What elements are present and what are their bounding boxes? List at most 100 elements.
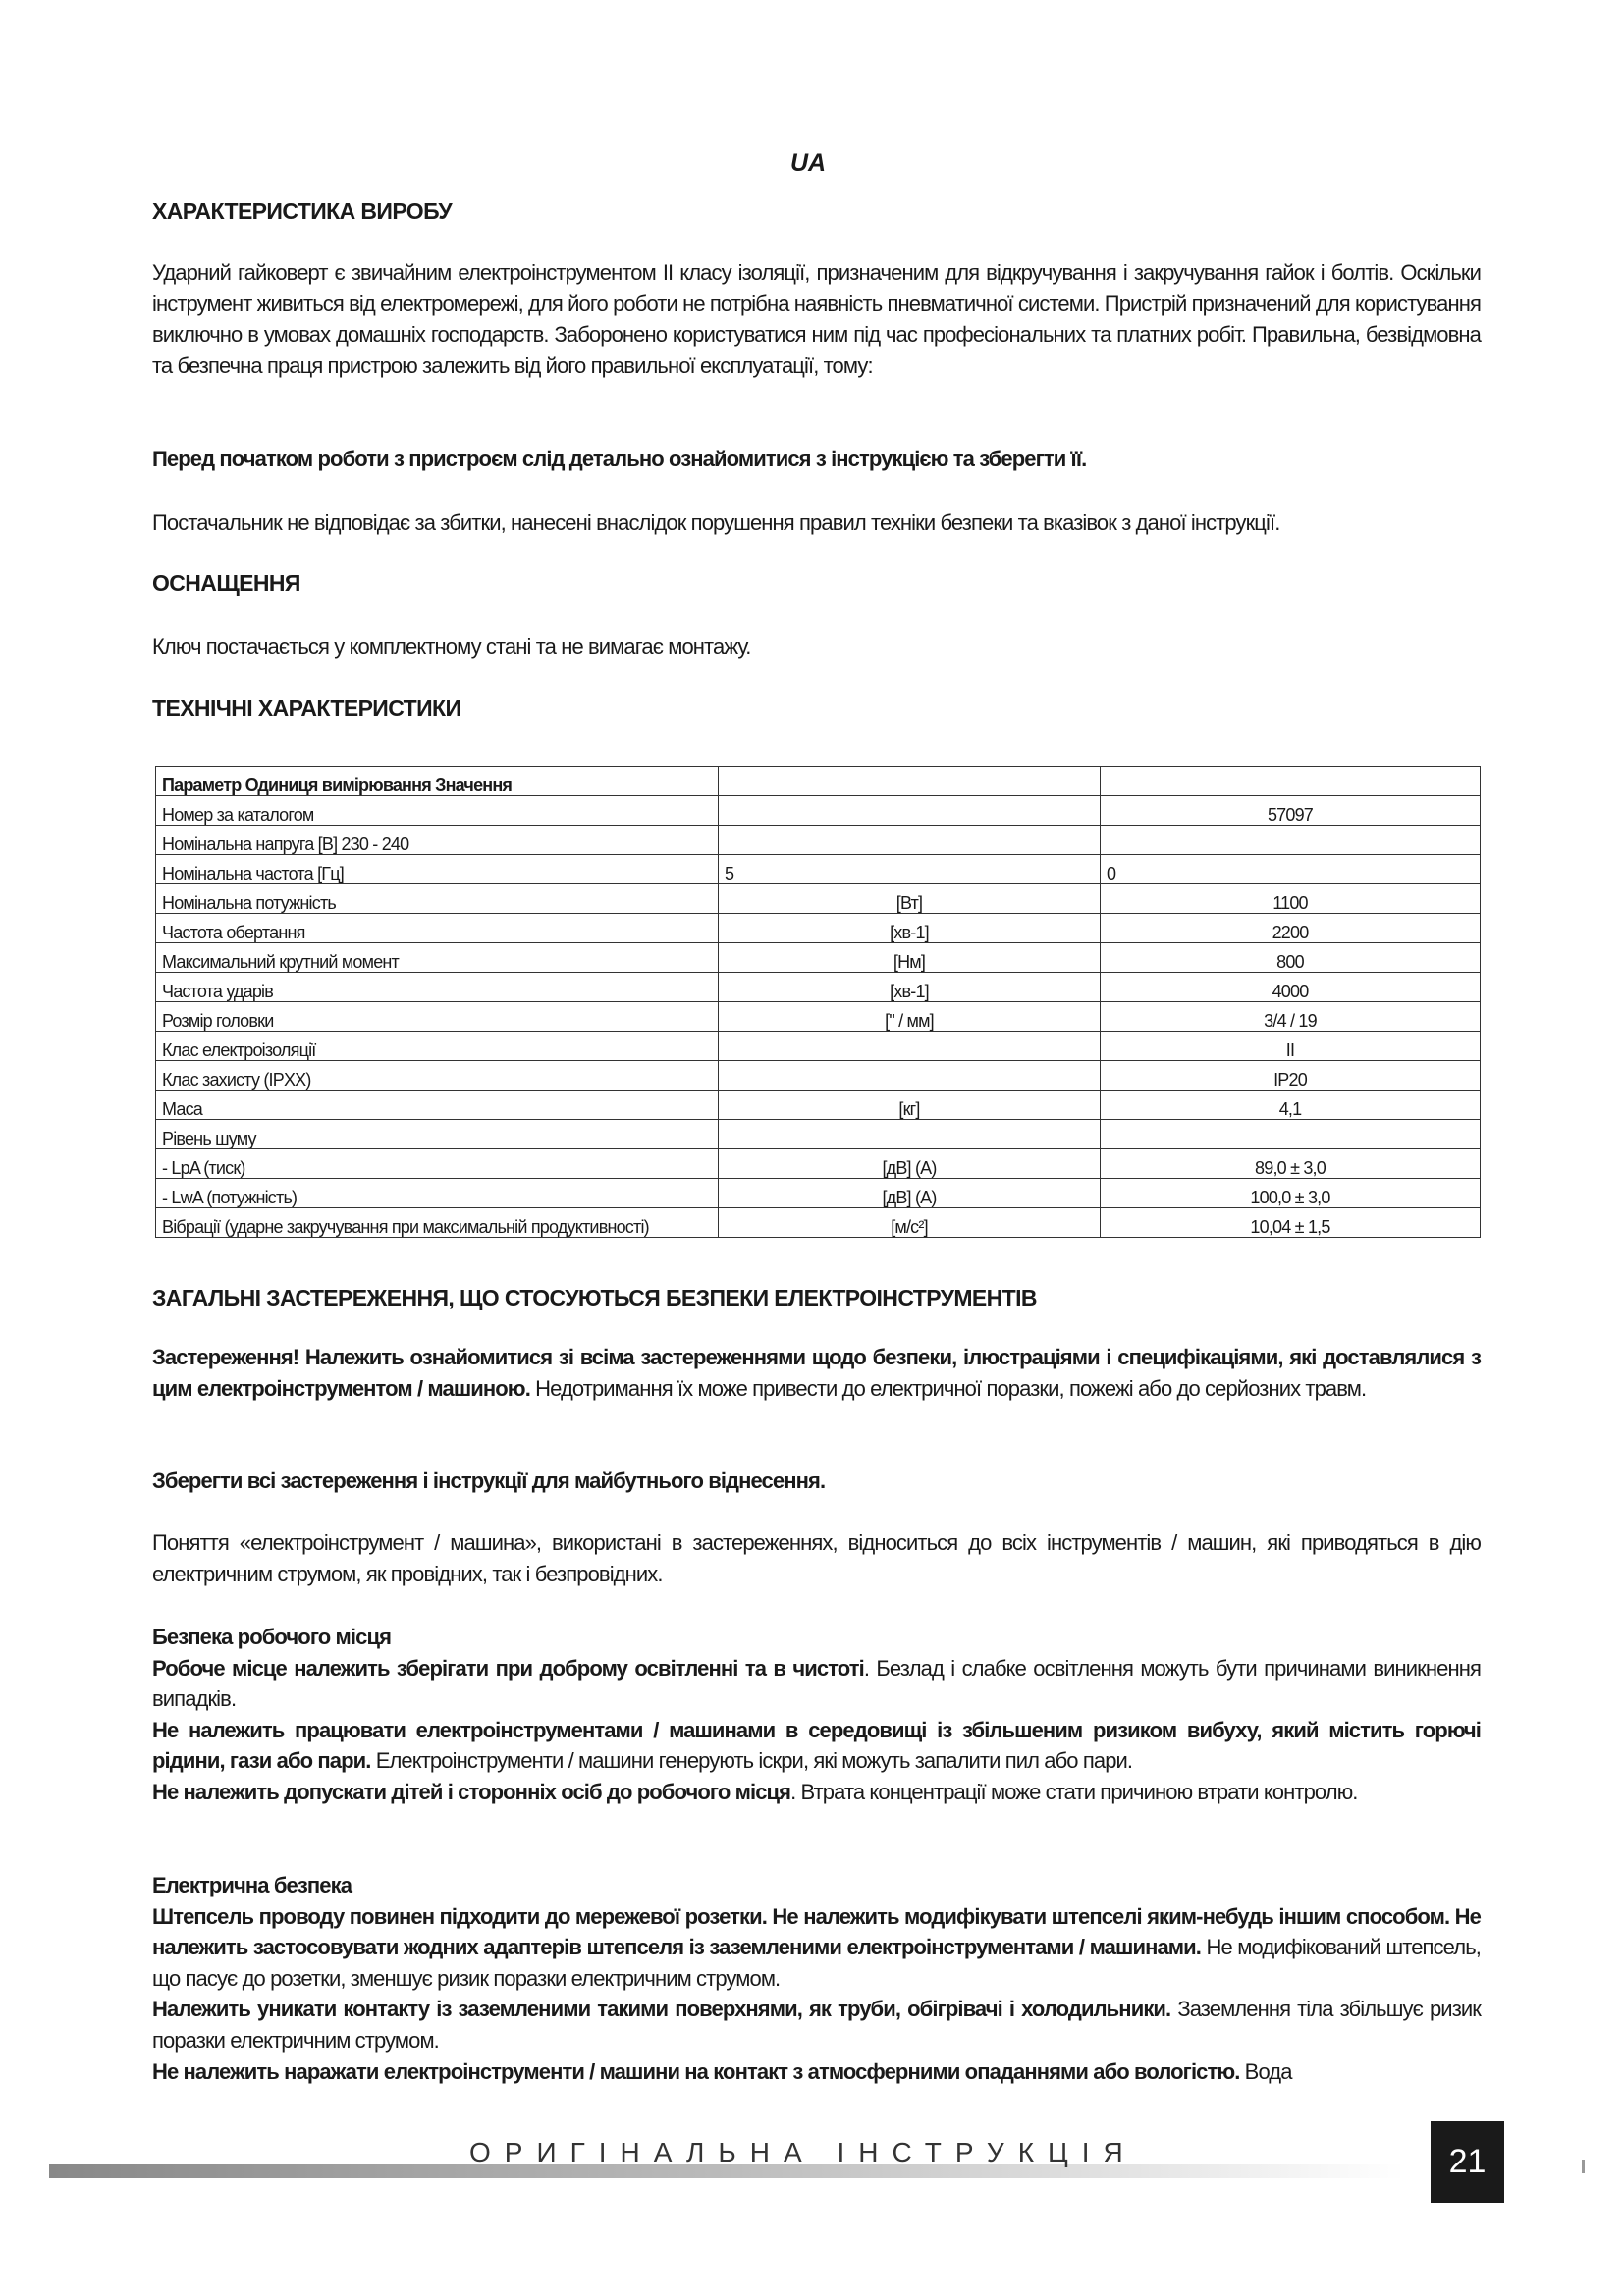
item-bold: Не належить наражати електроінструменти … bbox=[152, 2058, 1240, 2084]
specs-table: Параметр Одиниця вимірювання Значення Но… bbox=[155, 766, 1481, 1238]
table-cell: Частота обертання bbox=[155, 913, 719, 943]
table-cell: 1100 bbox=[1100, 883, 1481, 914]
table-row: Частота обертання [хв-1] 2200 bbox=[155, 913, 1481, 943]
table-row: Номінальна частота [Гц] 5 0 bbox=[155, 854, 1481, 884]
table-cell: Номінальна частота [Гц] bbox=[155, 854, 719, 884]
section-title-equipment: ОСНАЩЕННЯ bbox=[152, 570, 300, 596]
workplace-safety: Безпека робочого місця Робоче місце нале… bbox=[152, 1622, 1482, 1808]
item-bold: Робоче місце належить зберігати при добр… bbox=[152, 1655, 865, 1681]
table-row: Розмір головки [" / мм] 3/4 / 19 bbox=[155, 1001, 1481, 1032]
electrical-safety: Електрична безпека Штепсель проводу пови… bbox=[152, 1870, 1482, 2088]
table-cell: 2200 bbox=[1100, 913, 1481, 943]
table-header-row: Параметр Одиниця вимірювання Значення bbox=[155, 766, 1481, 796]
table-cell: [хв-1] bbox=[718, 972, 1101, 1002]
table-cell: Номер за каталогом bbox=[155, 795, 719, 826]
table-cell: 89,0 ± 3,0 bbox=[1100, 1148, 1481, 1179]
electrical-item: Належить уникати контакту із заземленими… bbox=[152, 1994, 1482, 2056]
table-cell: II bbox=[1100, 1031, 1481, 1061]
warning-normal: Недотримання їх може привести до електри… bbox=[529, 1375, 1367, 1401]
electrical-title: Електрична безпека bbox=[152, 1873, 352, 1897]
tool-concept: Поняття «електроінструмент / машина», ви… bbox=[152, 1530, 1482, 1586]
section-title-product: ХАРАКТЕРИСТИКА ВИРОБУ bbox=[152, 198, 453, 224]
item-bold: Не належить допускати дітей і сторонніх … bbox=[152, 1779, 791, 1804]
table-cell: 0 bbox=[1100, 854, 1481, 884]
workplace-title: Безпека робочого місця bbox=[152, 1625, 392, 1649]
item-bold: Штепсель проводу повинен підходити до ме… bbox=[152, 1903, 1482, 1960]
table-cell: 57097 bbox=[1100, 795, 1481, 826]
table-cell: 3/4 / 19 bbox=[1100, 1001, 1481, 1032]
table-cell: Рівень шуму bbox=[155, 1119, 719, 1149]
table-cell: 5 bbox=[718, 854, 1101, 884]
table-row: Максимальний крутний момент [Нм] 800 bbox=[155, 942, 1481, 973]
item-normal: Електроінструменти / машини генерують іс… bbox=[370, 1748, 1133, 1774]
table-row: Вібрації (ударне закручування при максим… bbox=[155, 1207, 1481, 1238]
electrical-item: Не належить наражати електроінструменти … bbox=[152, 2056, 1481, 2088]
table-cell: IP20 bbox=[1100, 1060, 1481, 1091]
table-cell: 4000 bbox=[1100, 972, 1481, 1002]
item-normal: Не модифікований штепсель, що пасує до р… bbox=[152, 1935, 1482, 1991]
table-cell: 4,1 bbox=[1100, 1090, 1481, 1120]
table-cell: [хв-1] bbox=[718, 913, 1101, 943]
table-cell: [дВ] (A) bbox=[718, 1148, 1101, 1179]
table-cell: Максимальний крутний момент bbox=[155, 942, 719, 973]
item-bold: Не належить працювати електроінструмента… bbox=[152, 1717, 1482, 1774]
table-row: - LpA (тиск) [дВ] (A) 89,0 ± 3,0 bbox=[155, 1148, 1481, 1179]
table-cell: Номінальна напруга [В] 230 - 240 bbox=[155, 825, 719, 855]
read-instructions-note: Перед початком роботи з пристроєм слід д… bbox=[152, 447, 1087, 471]
table-cell: 800 bbox=[1100, 942, 1481, 973]
table-cell: Вібрації (ударне закручування при максим… bbox=[155, 1207, 719, 1238]
table-row: Маса [кг] 4,1 bbox=[155, 1090, 1481, 1120]
table-cell bbox=[718, 1031, 1101, 1061]
table-row: Номінальна потужність [Вт] 1100 bbox=[155, 883, 1481, 914]
supplier-disclaimer: Постачальник не відповідає за збитки, на… bbox=[152, 510, 1280, 535]
table-cell bbox=[1100, 1119, 1481, 1149]
table-header-cell: Параметр Одиниця вимірювання Значення bbox=[155, 766, 719, 796]
table-row: Рівень шуму bbox=[155, 1119, 1481, 1149]
section-title-safety: ЗАГАЛЬНІ ЗАСТЕРЕЖЕННЯ, ЩО СТОСУЮТЬСЯ БЕЗ… bbox=[152, 1285, 1038, 1310]
table-cell: [кг] bbox=[718, 1090, 1101, 1120]
table-cell bbox=[718, 1119, 1101, 1149]
table-cell bbox=[718, 1060, 1101, 1091]
table-cell: Частота ударів bbox=[155, 972, 719, 1002]
table-row: - LwA (потужність) [дВ] (A) 100,0 ± 3,0 bbox=[155, 1178, 1481, 1208]
table-cell: [дВ] (A) bbox=[718, 1178, 1101, 1208]
item-normal: . Втрата концентрації може стати причино… bbox=[790, 1779, 1358, 1804]
table-cell bbox=[718, 795, 1101, 826]
table-row: Номер за каталогом 57097 bbox=[155, 795, 1481, 826]
table-cell bbox=[718, 825, 1101, 855]
workplace-item: Не належить допускати дітей і сторонніх … bbox=[152, 1777, 1481, 1808]
table-cell: Клас захисту (IPXX) bbox=[155, 1060, 719, 1091]
table-cell: [Нм] bbox=[718, 942, 1101, 973]
item-normal: . Безлад і слабке освітлення можуть бути… bbox=[152, 1655, 1482, 1712]
table-cell bbox=[1100, 825, 1481, 855]
table-cell: [м/с²] bbox=[718, 1207, 1101, 1238]
table-row: Клас електроізоляції II bbox=[155, 1031, 1481, 1061]
table-cell: [" / мм] bbox=[718, 1001, 1101, 1032]
warning-bold: Застереження! Належить ознайомитися зі в… bbox=[152, 1345, 1482, 1401]
workplace-item: Робоче місце належить зберігати при добр… bbox=[152, 1653, 1482, 1715]
page-number: 21 bbox=[1431, 2121, 1504, 2203]
table-cell: [Вт] bbox=[718, 883, 1101, 914]
table-cell: 100,0 ± 3,0 bbox=[1100, 1178, 1481, 1208]
footer-bar bbox=[49, 2164, 1404, 2178]
edge-mark bbox=[1582, 2160, 1585, 2173]
item-bold: Належить уникати контакту із заземленими… bbox=[152, 1997, 1171, 2022]
table-cell: - LpA (тиск) bbox=[155, 1148, 719, 1179]
table-row: Клас захисту (IPXX) IP20 bbox=[155, 1060, 1481, 1091]
table-row: Номінальна напруга [В] 230 - 240 bbox=[155, 825, 1481, 855]
table-row: Частота ударів [хв-1] 4000 bbox=[155, 972, 1481, 1002]
language-mark: UA bbox=[790, 149, 827, 177]
table-cell: Маса bbox=[155, 1090, 719, 1120]
table-cell: 10,04 ± 1,5 bbox=[1100, 1207, 1481, 1238]
workplace-item: Не належить працювати електроінструмента… bbox=[152, 1715, 1482, 1777]
table-header-cell bbox=[718, 766, 1101, 796]
safety-warning: Застереження! Належить ознайомитися зі в… bbox=[152, 1342, 1482, 1404]
product-description: Ударний гайковерт є звичайним електроінс… bbox=[152, 260, 1482, 378]
section-title-specs: ТЕХНІЧНІ ХАРАКТЕРИСТИКИ bbox=[152, 695, 461, 721]
table-header-cell bbox=[1100, 766, 1481, 796]
item-normal: Заземлення тіла збільшує ризик поразки е… bbox=[152, 1997, 1482, 2053]
electrical-item: Штепсель проводу повинен підходити до ме… bbox=[152, 1901, 1482, 1995]
table-cell: Клас електроізоляції bbox=[155, 1031, 719, 1061]
item-normal: Вода bbox=[1239, 2058, 1293, 2084]
footer-text: ОРИГІНАЛЬНА ІНСТРУКЦІЯ bbox=[469, 2137, 1137, 2167]
